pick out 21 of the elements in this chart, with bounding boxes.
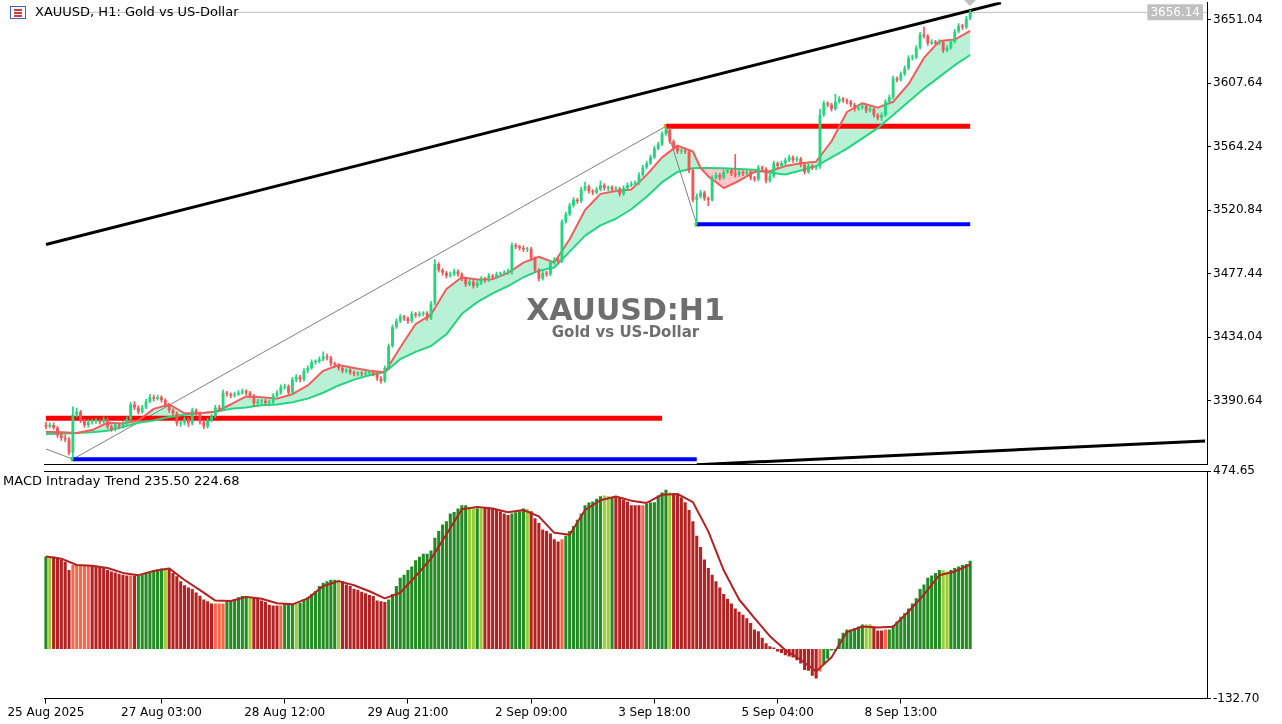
x-tick-label: 2 Sep 09:00 xyxy=(494,704,568,719)
y-tick-label: 3651.04 xyxy=(1213,11,1263,26)
ref-line-label: 3656.14 xyxy=(1150,4,1200,19)
annotation: Gold vs US-Dollar xyxy=(551,323,700,342)
x-tick-label: 3 Sep 18:00 xyxy=(618,704,691,719)
y-tick-label: 3564.24 xyxy=(1213,138,1263,153)
y-tick-label: 474.65 xyxy=(1213,463,1255,478)
y-tick-label: 3390.64 xyxy=(1213,392,1263,407)
y-tick-label: 3607.64 xyxy=(1213,75,1263,90)
x-tick-label: 25 Aug 2025 xyxy=(7,704,85,719)
chart-title: XAUUSD, H1: Gold vs US-Dollar xyxy=(35,4,239,19)
y-tick-label: 3520.84 xyxy=(1213,202,1263,217)
chart-title: MACD Intraday Trend 235.50 224.68 xyxy=(3,473,240,488)
x-tick-label: 28 Aug 12:00 xyxy=(244,704,326,719)
y-tick-label: 3434.04 xyxy=(1213,329,1263,344)
y-tick-label: 3477.44 xyxy=(1213,265,1263,280)
x-tick-label: 5 Sep 04:00 xyxy=(741,704,814,719)
x-tick-label: 29 Aug 21:00 xyxy=(367,704,449,719)
y-tick-label: -132.70 xyxy=(1213,690,1260,705)
x-tick-label: 27 Aug 03:00 xyxy=(120,704,202,719)
x-tick-label: 8 Sep 13:00 xyxy=(864,704,938,719)
